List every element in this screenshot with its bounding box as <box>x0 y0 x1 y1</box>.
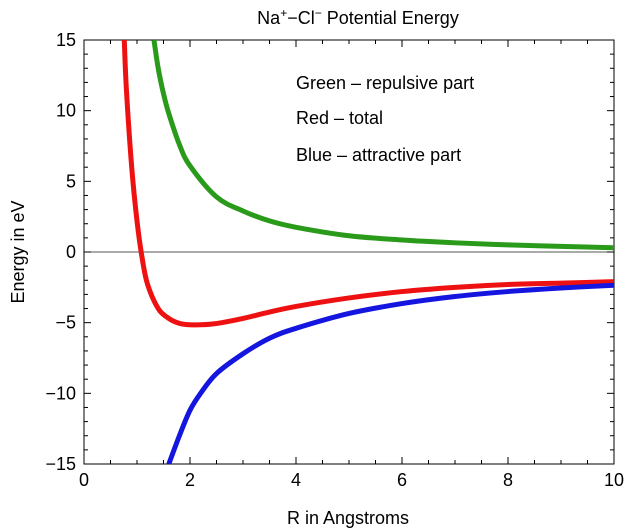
y-tick-label: −10 <box>45 383 76 403</box>
title-minus: − <box>315 6 322 20</box>
x-tick-label: 8 <box>503 470 513 490</box>
annotation-green: Green – repulsive part <box>296 73 474 93</box>
title-cl: −Cl <box>287 8 315 28</box>
y-tick-label: 0 <box>66 242 76 262</box>
x-axis-title: R in Angstroms <box>287 508 409 528</box>
title-rest: Potential Energy <box>322 8 459 28</box>
x-tick-label: 6 <box>397 470 407 490</box>
x-tick-label: 0 <box>79 470 89 490</box>
y-tick-label: 5 <box>66 171 76 191</box>
annotation-red: Red – total <box>296 108 383 128</box>
plot-area: 0 2 4 6 8 10 −15 −10 −5 0 5 10 15 <box>45 30 624 490</box>
series-attractive-line <box>166 282 614 464</box>
title-na: Na <box>257 8 281 28</box>
y-tick-label: 10 <box>56 101 76 121</box>
x-tick-label: 2 <box>185 470 195 490</box>
y-tick-label: −15 <box>45 454 76 474</box>
x-tick-label: 10 <box>604 470 624 490</box>
y-tick-label: −5 <box>55 313 76 333</box>
y-tick-label: 15 <box>56 30 76 50</box>
y-axis-title: Energy in eV <box>8 200 28 303</box>
series-total-line <box>121 40 614 328</box>
series-repulsive-line <box>151 40 614 251</box>
chart-title: Na+−Cl− Potential Energy <box>257 6 459 28</box>
x-tick-label: 4 <box>291 470 301 490</box>
annotation-blue: Blue – attractive part <box>296 145 461 165</box>
title-plus: + <box>280 6 287 20</box>
